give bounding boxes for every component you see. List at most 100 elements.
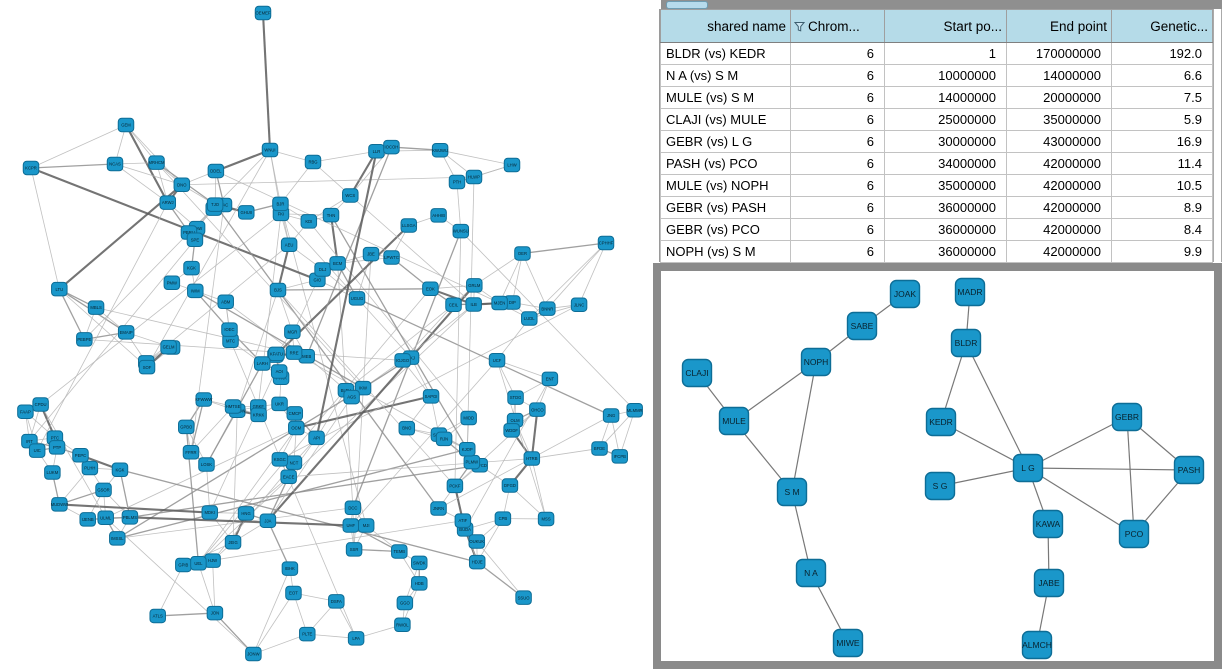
network-node[interactable]: JONW: [245, 646, 262, 662]
network-node[interactable]: TJO: [206, 197, 224, 212]
network-node[interactable]: IBHK: [281, 561, 299, 576]
column-header-start-position[interactable]: Start po...: [884, 9, 1007, 43]
network-edge[interactable]: [547, 242, 607, 309]
network-edge[interactable]: [190, 406, 234, 453]
network-edge[interactable]: [84, 338, 403, 361]
network-edge[interactable]: [288, 458, 532, 478]
network-edge[interactable]: [454, 409, 538, 487]
network-node[interactable]: LHW: [503, 157, 521, 173]
network-node[interactable]: CMCP: [286, 406, 304, 421]
network-node[interactable]: KGK: [183, 260, 200, 276]
network-node[interactable]: UEL: [190, 556, 207, 571]
dense-network-canvas[interactable]: OEMEFWNUIGEMKCPRNCASSACRBGLHWCPHHFPTHHLW…: [0, 0, 655, 669]
network-edge-L G-PASH[interactable]: [1027, 467, 1190, 471]
network-edge[interactable]: [531, 458, 547, 520]
network-node[interactable]: UHF: [342, 518, 360, 533]
network-node[interactable]: GSOR: [95, 482, 112, 498]
network-node[interactable]: WDDF: [503, 423, 520, 438]
network-node[interactable]: PBLMS: [121, 510, 139, 525]
network-node-l-g[interactable]: L G: [1012, 453, 1044, 483]
network-node[interactable]: TEMB: [391, 544, 408, 559]
network-node[interactable]: ULML: [97, 510, 114, 526]
table-row[interactable]: BLDR (vs) KEDR 6 1 170000000 192.0: [660, 42, 1213, 65]
network-edge[interactable]: [84, 149, 271, 340]
network-node[interactable]: LARH: [253, 356, 271, 371]
network-node[interactable]: GRLM: [466, 278, 483, 293]
network-edge[interactable]: [330, 214, 468, 450]
network-node[interactable]: STDG: [507, 390, 524, 405]
network-edge[interactable]: [129, 516, 351, 527]
network-edge[interactable]: [209, 269, 323, 513]
network-edge[interactable]: [350, 195, 474, 305]
network-edge[interactable]: [499, 253, 523, 304]
network-edge[interactable]: [257, 213, 282, 407]
horizontal-scrollbar[interactable]: [661, 0, 1222, 9]
network-node[interactable]: PLMW: [463, 454, 481, 470]
network-node-mule[interactable]: MULE: [718, 406, 750, 436]
network-edge[interactable]: [198, 427, 297, 564]
network-node[interactable]: PTP: [48, 440, 66, 455]
network-node[interactable]: SSR: [345, 542, 363, 557]
network-node[interactable]: HDB: [411, 576, 428, 591]
network-node[interactable]: IFCPB: [611, 449, 629, 464]
network-node[interactable]: OEMEF: [254, 5, 272, 21]
network-node[interactable]: OER: [514, 246, 531, 261]
network-edge[interactable]: [267, 476, 290, 521]
network-edge[interactable]: [156, 162, 364, 389]
network-edge[interactable]: [308, 221, 469, 419]
network-node[interactable]: PMW: [163, 275, 181, 291]
network-node[interactable]: LUKM: [44, 465, 61, 480]
network-edge[interactable]: [190, 399, 205, 453]
network-node[interactable]: IOCOH: [383, 139, 400, 155]
table-row[interactable]: PASH (vs) PCO 6 34000000 42000000 11.4: [660, 152, 1213, 175]
network-node[interactable]: OHCO: [529, 402, 546, 417]
network-edge-L G-PCO[interactable]: [1027, 467, 1135, 535]
network-edge[interactable]: [40, 213, 282, 405]
network-edge[interactable]: [454, 231, 462, 486]
network-node[interactable]: UGUG: [348, 291, 366, 306]
network-node[interactable]: GGO: [396, 595, 414, 611]
network-node[interactable]: LLR: [368, 143, 385, 159]
network-node-gebr[interactable]: GEBR: [1111, 402, 1143, 432]
network-edge[interactable]: [350, 359, 498, 526]
network-node[interactable]: JEIG: [224, 534, 242, 550]
network-edge[interactable]: [280, 213, 412, 358]
network-edge[interactable]: [146, 149, 271, 368]
network-edge[interactable]: [253, 592, 294, 655]
column-header-genetic-distance[interactable]: Genetic...: [1111, 9, 1213, 43]
network-node[interactable]: KWJWU: [431, 142, 449, 158]
network-node[interactable]: HJW: [204, 553, 221, 568]
network-node[interactable]: LLSGA: [400, 218, 418, 233]
network-node-jabe[interactable]: JABE: [1033, 568, 1065, 598]
network-node[interactable]: WNUI: [261, 142, 279, 158]
network-node[interactable]: OCM: [288, 420, 305, 436]
network-node-bldr[interactable]: BLDR: [950, 328, 982, 358]
network-edge[interactable]: [119, 469, 131, 518]
network-node[interactable]: PCKF: [446, 478, 464, 494]
network-node[interactable]: BNO: [398, 420, 416, 436]
network-edge[interactable]: [349, 150, 378, 197]
network-node-noph[interactable]: NOPH: [800, 347, 832, 377]
network-node[interactable]: KGK: [111, 462, 129, 477]
network-node[interactable]: LPWTC: [383, 250, 400, 265]
network-node[interactable]: PLTE: [299, 626, 316, 642]
network-node-pco[interactable]: PCO: [1118, 519, 1150, 549]
network-node[interactable]: CPDU: [32, 397, 49, 412]
network-node[interactable]: RRE: [285, 345, 303, 360]
network-node[interactable]: AHHIB: [430, 208, 447, 223]
network-edge[interactable]: [230, 340, 357, 639]
network-node[interactable]: WUNSU: [452, 223, 470, 239]
network-edge[interactable]: [125, 124, 169, 204]
network-node[interactable]: DCC: [344, 500, 362, 516]
network-edge[interactable]: [277, 288, 431, 291]
network-node[interactable]: RJN: [435, 431, 453, 447]
network-edge[interactable]: [215, 149, 271, 172]
network-edge[interactable]: [253, 568, 291, 655]
network-node[interactable]: EOT: [285, 585, 302, 601]
network-node[interactable]: API: [308, 430, 325, 446]
network-node[interactable]: PTH: [448, 174, 466, 190]
network-edge[interactable]: [212, 560, 216, 614]
network-node[interactable]: JBE: [362, 246, 380, 262]
network-node[interactable]: ABM: [217, 294, 234, 310]
network-node[interactable]: DLJ: [314, 262, 331, 277]
